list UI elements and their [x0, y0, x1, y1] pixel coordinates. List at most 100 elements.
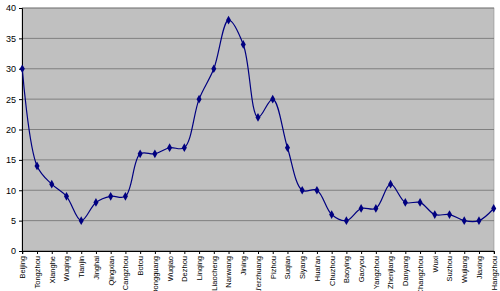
x-tick: Suzhou [445, 251, 454, 281]
chart: 0 5 10 15 20 25 30 35 40 Beijing Tongzhou Xianghe Wu… [0, 0, 500, 291]
x-tick-label: Wuxi [431, 256, 440, 273]
x-tick: Gaoyou [357, 251, 366, 282]
x-tick: Suqian [283, 251, 292, 279]
y-tick-label: 5 [11, 216, 16, 226]
grid-line [22, 190, 494, 191]
y-axis: 0 5 10 15 20 25 30 35 40 [6, 3, 23, 256]
grid-line [22, 220, 494, 221]
y-tick: 0 [11, 246, 22, 256]
marker [64, 192, 69, 201]
y-tick-mark [19, 190, 22, 191]
marker [270, 95, 275, 104]
x-tick-label: Jiaxing [475, 256, 484, 279]
x-tick-mark [435, 251, 436, 254]
x-tick-label: Cangzhou [121, 256, 130, 290]
grid-line [22, 68, 494, 69]
x-tick: Wuqing [62, 251, 71, 281]
x-tick-label: Huai'an [313, 256, 322, 281]
marker [314, 186, 319, 195]
marker [285, 143, 290, 152]
x-tick-label: Beijing [18, 256, 27, 279]
marker [167, 143, 172, 152]
x-tick: Linqing [195, 251, 204, 280]
x-tick-label: Zhenjiang [386, 256, 395, 289]
marker [123, 192, 128, 201]
x-tick-label: Dezhou [180, 256, 189, 282]
x-tick-label: Wujiang [460, 256, 469, 283]
x-tick: Dezhou [180, 251, 189, 282]
grid [22, 8, 494, 251]
grid-line [22, 38, 494, 39]
x-tick: Dongguang [151, 251, 160, 291]
y-tick-label: 10 [6, 186, 16, 196]
x-tick-mark [494, 251, 495, 254]
plot-background [22, 8, 494, 251]
x-tick-mark [332, 251, 333, 254]
y-tick-label: 35 [6, 34, 16, 44]
x-tick-mark [391, 251, 392, 254]
marker [197, 95, 202, 104]
y-tick: 20 [6, 125, 22, 135]
grid-line [22, 129, 494, 130]
x-tick: Botou [136, 251, 145, 276]
x-tick: Huai'an [313, 251, 322, 281]
x-tick-mark [214, 251, 215, 254]
x-tick-mark [184, 251, 185, 254]
x-tick: Tongzhou [33, 251, 42, 289]
marker [182, 143, 187, 152]
marker [49, 180, 54, 189]
x-tick-label: Dongguang [151, 256, 160, 291]
y-tick: 40 [6, 3, 22, 13]
y-tick-label: 25 [6, 95, 16, 105]
x-tick: Yangzhou [372, 251, 381, 289]
x-tick-label: Tianjin [77, 256, 86, 278]
x-tick-label: Tai'erzhuang [254, 256, 263, 291]
marker [476, 216, 481, 225]
marker [359, 204, 364, 213]
x-tick-mark [22, 251, 23, 254]
x-tick-label: Pizhou [269, 256, 278, 279]
x-tick: Xianghe [48, 251, 57, 284]
x-tick-mark [243, 251, 244, 254]
x-tick: Nanwang [224, 251, 233, 288]
x-tick: Pizhou [269, 251, 278, 279]
x-tick: Baoying [342, 251, 351, 283]
x-tick-mark [464, 251, 465, 254]
x-tick-mark [96, 251, 97, 254]
x-tick: Beijing [18, 251, 27, 279]
x-tick-mark [199, 251, 200, 254]
x-tick-mark [317, 251, 318, 254]
x-tick-mark [125, 251, 126, 254]
x-tick: Chuzhou [328, 251, 337, 286]
x-tick-label: Danyang [401, 256, 410, 286]
grid-line [22, 8, 494, 9]
plot: 0 5 10 15 20 25 30 35 40 Beijing Tongzhou Xianghe Wu… [6, 3, 499, 291]
y-tick-mark [19, 8, 22, 9]
y-tick-mark [19, 99, 22, 100]
x-tick-label: Liaocheng [210, 256, 219, 291]
x-tick-mark [52, 251, 53, 254]
marker [418, 198, 423, 207]
y-tick-label: 15 [6, 155, 16, 165]
x-tick-label: Baoying [342, 256, 351, 283]
x-tick-mark [273, 251, 274, 254]
x-tick-label: Jining [239, 256, 248, 276]
x-tick: Tianjin [77, 251, 86, 278]
marker [138, 149, 143, 158]
x-tick-label: Hangzhou [490, 256, 499, 290]
marker [211, 64, 216, 73]
y-tick-label: 20 [6, 125, 16, 135]
marker [241, 40, 246, 49]
marker [152, 149, 157, 158]
marker [79, 216, 84, 225]
x-tick: Tai'erzhuang [254, 251, 263, 291]
y-tick-label: 30 [6, 64, 16, 74]
x-tick-label: Suzhou [445, 256, 454, 281]
x-tick-mark [111, 251, 112, 254]
x-tick-mark [405, 251, 406, 254]
x-tick-mark [376, 251, 377, 254]
x-tick: Wujiang [460, 251, 469, 283]
marker [300, 186, 305, 195]
x-tick-label: Qingxian [107, 256, 116, 286]
x-tick-mark [346, 251, 347, 254]
